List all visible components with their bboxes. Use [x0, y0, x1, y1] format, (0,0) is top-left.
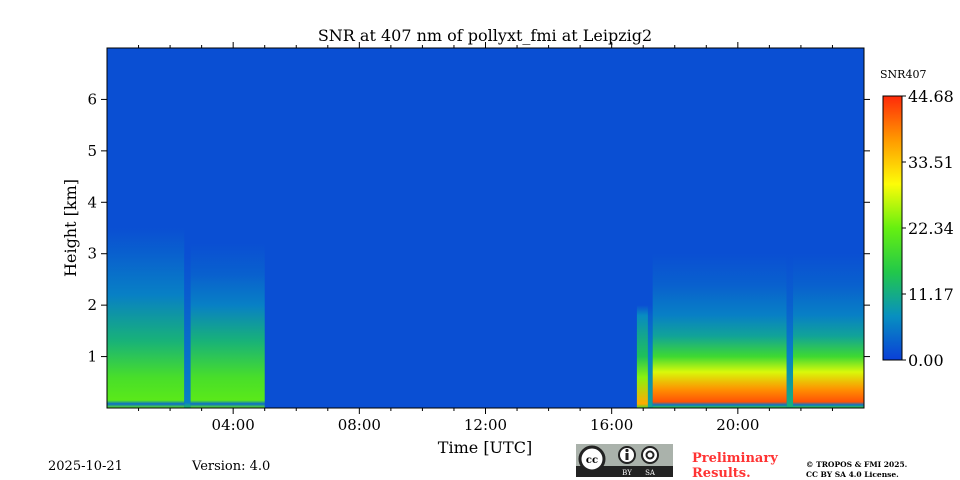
x-tick-label: 12:00: [464, 416, 507, 434]
colorbar: [882, 95, 903, 361]
date-label: 2025-10-21: [48, 459, 123, 474]
y-axis-label: Height [km]: [61, 179, 80, 277]
copyright-text: © TROPOS & FMI 2025.: [806, 460, 907, 469]
svg-text:SA: SA: [645, 469, 656, 477]
y-tick-label: 5: [87, 142, 97, 160]
version-label: Version: 4.0: [191, 459, 270, 474]
colorbar-tick-label: 22.34: [908, 219, 954, 238]
colorbar-tick-label: 0.00: [908, 351, 944, 370]
cc-icon: [578, 445, 606, 473]
x-tick-label: 16:00: [590, 416, 633, 434]
x-axis-label: Time [UTC]: [438, 438, 532, 457]
heatmap-block: [636, 305, 648, 408]
chart-title: SNR at 407 nm of pollyxt_fmi at Leipzig2: [318, 26, 652, 45]
cc-by-sa-license-badge: cc BY SA: [576, 444, 673, 477]
colorbar-tick-label: 33.51: [908, 153, 954, 172]
svg-text:cc: cc: [586, 455, 598, 466]
license-text: CC BY SA 4.0 License.: [806, 470, 899, 479]
share-alike-icon: [641, 446, 659, 464]
y-tick-label: 2: [87, 296, 97, 314]
heatmap-block: [647, 305, 653, 408]
heatmap-block: [184, 253, 191, 408]
heatmap-block: [793, 253, 864, 408]
heatmap-block: [786, 253, 794, 408]
results-text: Results.: [692, 466, 751, 480]
y-tick-label: 4: [87, 193, 97, 211]
colorbar-tick-label: 44.68: [908, 87, 954, 106]
y-tick-label: 1: [87, 348, 97, 366]
svg-text:BY: BY: [622, 469, 632, 477]
heatmap-block: [190, 243, 265, 408]
preliminary-text: Preliminary: [692, 451, 778, 466]
y-tick-label: 3: [87, 245, 97, 263]
heatmap-block: [652, 253, 787, 408]
colorbar-label: SNR407: [880, 68, 926, 81]
x-tick-label: 04:00: [212, 416, 255, 434]
x-tick-label: 20:00: [716, 416, 759, 434]
x-tick-label: 08:00: [338, 416, 381, 434]
heatmap-block: [107, 228, 185, 408]
colorbar-tick-label: 11.17: [908, 285, 954, 304]
y-tick-label: 6: [87, 90, 97, 108]
